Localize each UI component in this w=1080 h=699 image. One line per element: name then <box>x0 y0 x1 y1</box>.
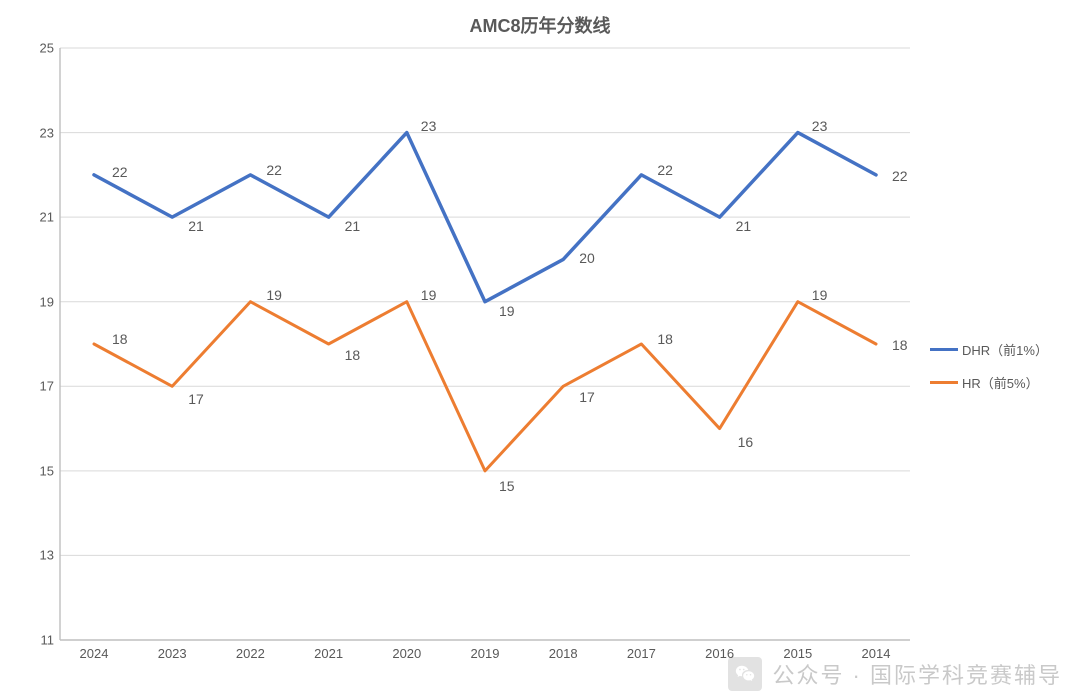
legend-item: DHR（前1%） <box>930 340 1048 359</box>
y-tick-label: 17 <box>26 379 54 394</box>
x-tick-label: 2018 <box>549 646 578 661</box>
y-tick-label: 15 <box>26 463 54 478</box>
x-tick-label: 2017 <box>627 646 656 661</box>
legend-item: HR（前5%） <box>930 373 1048 392</box>
legend-swatch <box>930 381 958 384</box>
data-label: 15 <box>499 478 515 494</box>
data-label: 21 <box>736 218 752 234</box>
series-lines <box>60 48 910 640</box>
x-tick-label: 2015 <box>783 646 812 661</box>
data-label: 21 <box>345 218 361 234</box>
data-label: 22 <box>657 162 673 178</box>
y-tick-label: 13 <box>26 548 54 563</box>
data-label: 18 <box>112 331 128 347</box>
legend-label: HR（前5%） <box>962 373 1039 392</box>
data-label: 19 <box>421 287 437 303</box>
x-tick-label: 2023 <box>158 646 187 661</box>
wechat-icon <box>728 657 762 691</box>
series-line <box>94 302 876 471</box>
y-tick-label: 21 <box>26 210 54 225</box>
plot-area <box>60 48 910 640</box>
watermark: 公众号 · 国际学科竞赛辅导 <box>728 657 1062 691</box>
data-label: 18 <box>892 337 908 353</box>
data-label: 23 <box>812 118 828 134</box>
y-tick-label: 19 <box>26 294 54 309</box>
data-label: 23 <box>421 118 437 134</box>
y-tick-label: 25 <box>26 41 54 56</box>
x-tick-label: 2016 <box>705 646 734 661</box>
data-label: 18 <box>345 347 361 363</box>
data-label: 18 <box>657 331 673 347</box>
legend-swatch <box>930 348 958 351</box>
chart-title: AMC8历年分数线 <box>0 12 1080 38</box>
x-tick-label: 2021 <box>314 646 343 661</box>
data-label: 17 <box>188 391 204 407</box>
x-tick-label: 2022 <box>236 646 265 661</box>
x-tick-label: 2014 <box>862 646 891 661</box>
data-label: 21 <box>188 218 204 234</box>
data-label: 19 <box>812 287 828 303</box>
data-label: 17 <box>579 389 595 405</box>
x-tick-label: 2019 <box>471 646 500 661</box>
x-tick-label: 2020 <box>392 646 421 661</box>
data-label: 22 <box>892 168 908 184</box>
data-label: 19 <box>266 287 282 303</box>
x-tick-label: 2024 <box>80 646 109 661</box>
data-label: 16 <box>738 434 754 450</box>
y-tick-label: 11 <box>26 633 54 648</box>
series-line <box>94 133 876 302</box>
data-label: 19 <box>499 303 515 319</box>
y-tick-label: 23 <box>26 125 54 140</box>
data-label: 20 <box>579 250 595 266</box>
legend-label: DHR（前1%） <box>962 340 1048 359</box>
data-label: 22 <box>112 164 128 180</box>
legend: DHR（前1%） HR（前5%） <box>930 340 1048 406</box>
data-label: 22 <box>266 162 282 178</box>
watermark-text: 公众号 · 国际学科竞赛辅导 <box>772 658 1062 690</box>
